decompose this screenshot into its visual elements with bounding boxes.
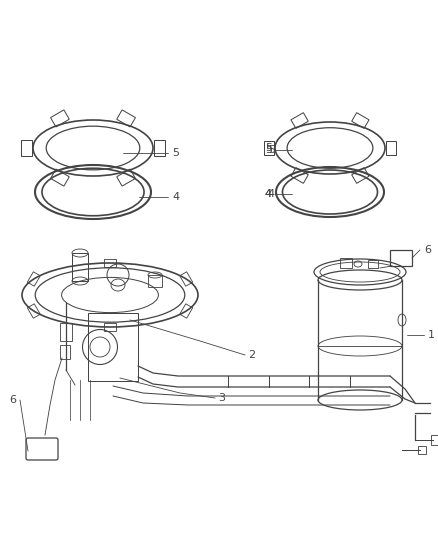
Text: 3: 3 — [218, 393, 225, 403]
Text: 6: 6 — [424, 245, 431, 255]
Text: 4: 4 — [172, 192, 179, 202]
Text: 4: 4 — [265, 189, 272, 199]
Text: 5: 5 — [265, 145, 272, 155]
Text: 6: 6 — [9, 395, 16, 405]
Bar — [60, 323, 72, 341]
Text: 5: 5 — [172, 148, 179, 158]
Text: 5: 5 — [265, 143, 272, 153]
Text: 5: 5 — [268, 145, 275, 155]
Bar — [418, 446, 426, 454]
Bar — [431, 435, 438, 445]
Text: 4: 4 — [268, 189, 275, 199]
Bar — [72, 253, 88, 281]
Bar — [368, 260, 378, 268]
Bar — [148, 275, 162, 287]
Text: 4: 4 — [265, 189, 272, 199]
Text: 1: 1 — [428, 330, 435, 340]
Text: 2: 2 — [248, 350, 255, 360]
Bar — [340, 258, 352, 268]
Bar — [390, 250, 412, 266]
Bar — [88, 313, 138, 381]
Bar — [60, 345, 70, 359]
